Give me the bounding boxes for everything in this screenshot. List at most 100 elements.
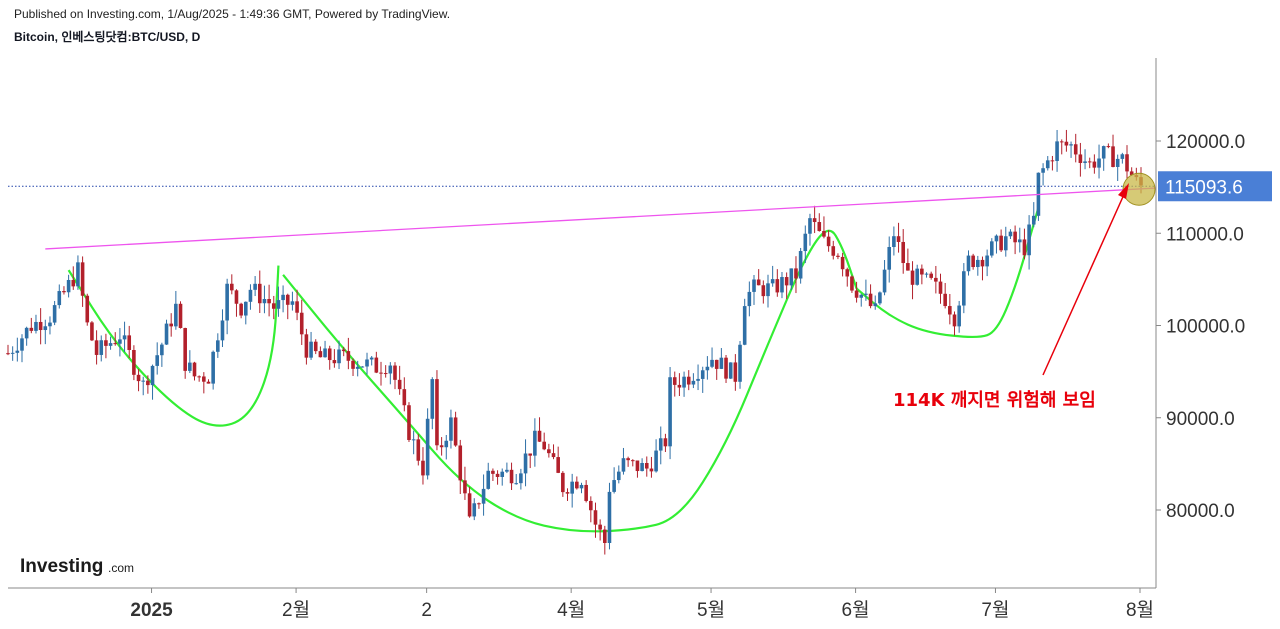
candle	[826, 230, 831, 252]
candle	[1055, 129, 1059, 172]
candle	[1027, 215, 1031, 270]
candle	[658, 426, 663, 465]
candle	[589, 496, 593, 523]
candle	[495, 470, 500, 485]
candle	[397, 365, 402, 395]
candle	[1120, 152, 1125, 164]
price-tick-label: 100000.0	[1166, 317, 1245, 338]
candle	[202, 372, 206, 394]
candle	[747, 281, 752, 317]
candle	[938, 273, 943, 304]
candle	[868, 284, 873, 309]
candle	[360, 366, 365, 368]
candle	[1115, 154, 1120, 182]
candle	[551, 444, 556, 460]
candle	[887, 236, 892, 283]
candle	[136, 369, 141, 392]
candle	[90, 321, 94, 342]
candle	[962, 263, 966, 314]
candle	[66, 274, 71, 298]
candle	[34, 314, 38, 334]
candle	[62, 286, 66, 295]
candle	[365, 352, 369, 375]
candle	[999, 229, 1003, 253]
candle	[696, 364, 700, 391]
candle	[528, 453, 533, 469]
candle	[216, 333, 220, 358]
candle	[635, 460, 640, 478]
time-tick-label: 2	[421, 600, 432, 621]
candle	[910, 261, 915, 300]
candle	[439, 437, 444, 456]
candle	[313, 339, 318, 355]
publish-info: Published on Investing.com, 1/Aug/2025 -…	[14, 7, 451, 21]
candle	[481, 474, 486, 516]
candle	[775, 269, 780, 297]
candle	[630, 459, 635, 467]
candle	[425, 408, 430, 480]
annotation-arrow	[1042, 189, 1127, 376]
candle	[971, 253, 975, 270]
candle	[38, 308, 43, 345]
candle	[612, 467, 616, 494]
candle	[472, 498, 477, 521]
candle	[584, 480, 588, 503]
candle	[976, 255, 980, 276]
candle	[943, 282, 947, 309]
candle	[626, 456, 630, 467]
candle	[836, 253, 840, 260]
candle	[523, 439, 528, 487]
candle	[80, 256, 85, 307]
candle	[705, 356, 710, 380]
candle	[253, 276, 257, 297]
price-tick-label: 90000.0	[1166, 409, 1235, 430]
current-price-label: 115093.6	[1165, 177, 1243, 198]
candle	[994, 234, 999, 254]
candle	[686, 370, 691, 391]
candle	[742, 298, 747, 346]
candle	[257, 270, 262, 313]
candle	[873, 295, 878, 310]
candle	[449, 409, 453, 449]
time-tick-label: 4월	[557, 599, 585, 621]
candle	[500, 468, 505, 486]
candle	[780, 272, 784, 299]
candle	[603, 525, 607, 555]
candle	[644, 456, 649, 477]
candle	[878, 291, 882, 306]
candle	[649, 456, 654, 478]
candle	[621, 447, 626, 475]
candle	[980, 256, 985, 281]
candle	[1111, 134, 1115, 168]
current-price-badge	[1158, 171, 1272, 202]
candle	[1078, 142, 1083, 177]
candle	[924, 272, 929, 278]
candle	[453, 411, 458, 447]
candle	[724, 354, 728, 383]
candle	[402, 377, 407, 412]
current-price-marker	[1122, 172, 1156, 206]
candle	[48, 316, 52, 335]
candle	[197, 375, 201, 382]
investing-logo: Investing .com	[20, 556, 134, 577]
time-tick-label: 5월	[697, 599, 725, 621]
candle	[920, 264, 924, 285]
candle	[840, 252, 845, 277]
candle	[309, 331, 313, 360]
price-axis[interactable]: 120000.0 110000.0 100000.0 90000.0 80000.0	[1156, 132, 1245, 522]
candle	[281, 285, 285, 313]
candle	[24, 326, 29, 346]
candle	[547, 443, 551, 458]
candle	[239, 302, 243, 319]
lines-layer	[8, 185, 1157, 250]
time-axis[interactable]: 2025 2월 2 4월 5월 6월 7월 8월	[130, 588, 1154, 621]
candle	[565, 488, 570, 501]
candle	[71, 266, 76, 290]
pattern-curve-2	[282, 229, 858, 533]
candle	[351, 358, 355, 377]
candle	[155, 342, 160, 375]
candle	[421, 447, 425, 485]
candle	[1050, 155, 1055, 171]
candle	[183, 327, 187, 379]
